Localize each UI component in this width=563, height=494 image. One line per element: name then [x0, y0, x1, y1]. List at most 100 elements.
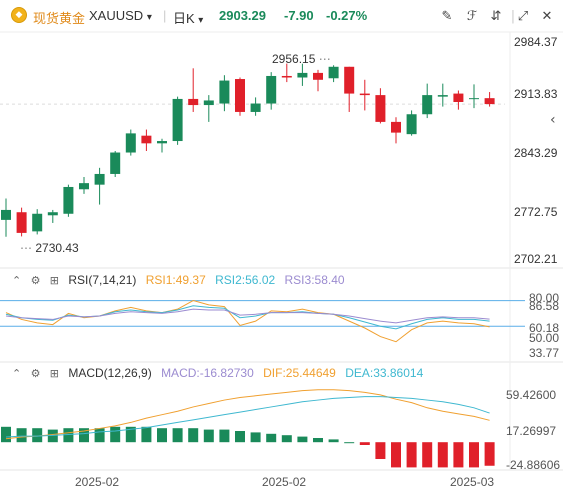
macd-histogram-bar	[157, 428, 167, 443]
compare-icon[interactable]: ⇵	[490, 9, 502, 24]
price-change: -7.90	[284, 8, 314, 23]
eye-icon[interactable]: ⌃	[12, 367, 22, 380]
price-axis-label: 2772.75	[514, 205, 558, 219]
eye-icon[interactable]: ⌃	[12, 274, 22, 287]
candle-body	[32, 213, 43, 232]
rsi2-value: RSI2:56.02	[215, 273, 276, 287]
candle-body	[281, 75, 292, 78]
macd-histogram-bar	[125, 426, 136, 443]
macd-histogram-bar	[437, 442, 448, 468]
candle-body	[94, 173, 105, 185]
macd-histogram-bar	[79, 428, 89, 443]
macd-histogram-bar	[47, 429, 58, 443]
price-axis-label: 2984.37	[514, 35, 558, 49]
indicator-icon[interactable]: ℱ	[466, 9, 478, 24]
price-change-pct: -0.27%	[326, 8, 368, 23]
macd-histogram-bar	[391, 442, 401, 468]
macd-axis-label: 17.26997	[506, 424, 557, 438]
interval-selector[interactable]: 日K ▾	[173, 8, 203, 27]
macd-histogram-bar	[203, 429, 214, 443]
price-axis-label: 2913.83	[514, 87, 558, 101]
candle-body	[375, 95, 386, 122]
macd-histogram-bar	[266, 433, 277, 443]
macd-histogram-bar	[94, 428, 105, 443]
candle-body	[219, 80, 230, 104]
symbol-selector[interactable]: XAUUSD ▾	[89, 8, 152, 23]
candle-body	[297, 72, 308, 78]
chevron-down-icon: ▾	[146, 12, 152, 23]
instrument-name: 现货黄金	[33, 11, 86, 26]
candle-body	[157, 141, 167, 144]
macd-histogram-bar	[359, 442, 370, 445]
expand-icon[interactable]: ⊞	[49, 367, 59, 380]
macd-value: MACD:-16.82730	[161, 366, 254, 380]
macd-histogram-bar	[141, 426, 152, 443]
macd-title: MACD(12,26,9)	[68, 366, 152, 380]
candle-body	[188, 98, 199, 106]
rsi-axis-label: 60.18	[529, 321, 560, 335]
candle-body	[484, 98, 495, 105]
candle-body	[79, 183, 89, 190]
candle-body	[250, 103, 261, 112]
rsi-axis-label: 86.58	[529, 299, 560, 313]
candle-body	[344, 66, 355, 94]
macd-histogram-bar	[188, 428, 199, 443]
candle-body	[172, 98, 183, 142]
rsi1-value: RSI1:49.37	[145, 273, 206, 287]
rsi-axis-label: 50.00	[529, 331, 560, 345]
settings-icon[interactable]: ✕	[541, 9, 553, 24]
candle-body	[469, 98, 479, 100]
collapse-panel-button[interactable]: ‹	[550, 112, 556, 128]
candle-body	[359, 93, 370, 96]
symbol-code: XAUUSD	[89, 8, 144, 23]
macd-histogram-bar	[219, 429, 230, 443]
gold-coin-icon: ◆	[11, 7, 27, 23]
settings-gear-icon[interactable]: ⚙	[30, 274, 41, 287]
macd-histogram-bar	[110, 426, 121, 443]
macd-histogram-bar	[281, 435, 292, 443]
rsi-axis-label: 33.77	[529, 346, 560, 360]
rsi3-value: RSI3:58.40	[284, 273, 345, 287]
macd-histogram-bar	[297, 436, 308, 443]
macd-histogram-bar	[313, 438, 323, 443]
candle-body	[141, 135, 152, 144]
draw-line-icon[interactable]: ✎	[441, 9, 453, 24]
rsi-header: ⌃ ⚙ ⊞ RSI(7,14,21) RSI1:49.37 RSI2:56.02…	[12, 273, 351, 291]
macd-histogram-bar	[16, 428, 27, 443]
candle-body	[406, 114, 417, 135]
candle-body	[16, 212, 27, 233]
candle-body	[203, 100, 214, 106]
time-axis-label: 2025-02	[262, 475, 307, 489]
divider: |	[163, 8, 167, 23]
candle-body	[110, 152, 121, 174]
fullscreen-icon[interactable]: ⤢	[517, 9, 529, 24]
macd-header: ⌃ ⚙ ⊞ MACD(12,26,9) MACD:-16.82730 DIF:2…	[12, 366, 429, 384]
macd-histogram-bar	[344, 442, 355, 444]
macd-histogram-bar	[422, 442, 433, 468]
macd-dif-line	[5, 389, 490, 440]
price-axis-label: 2702.21	[514, 252, 558, 266]
dea-value: DEA:33.86014	[345, 366, 424, 380]
rsi-line-rsi2	[5, 305, 490, 330]
price-axis-label: 2843.29	[514, 146, 558, 160]
macd-histogram-bar	[375, 442, 386, 459]
macd-histogram-bar	[63, 428, 74, 443]
macd-dea-line	[5, 396, 490, 438]
divider: |	[510, 9, 516, 24]
candle-body	[391, 121, 401, 133]
macd-histogram-bar	[32, 428, 43, 443]
rsi-line-rsi1	[5, 300, 490, 343]
macd-histogram-bar	[328, 439, 339, 443]
chevron-down-icon: ▾	[198, 15, 204, 26]
candle-body	[266, 75, 277, 104]
candle-body	[453, 93, 464, 102]
last-price: 2903.29	[219, 8, 266, 23]
top-bar: ◆ 现货黄金 XAUUSD ▾ | 日K ▾ 2903.29 -7.90 -0.…	[0, 0, 563, 32]
expand-icon[interactable]: ⊞	[49, 274, 59, 287]
settings-gear-icon[interactable]: ⚙	[30, 367, 41, 380]
candle-body	[437, 95, 448, 97]
candle-body	[63, 186, 74, 214]
macd-axis-label: -24.88606	[506, 458, 561, 472]
candle-body	[1, 209, 11, 220]
